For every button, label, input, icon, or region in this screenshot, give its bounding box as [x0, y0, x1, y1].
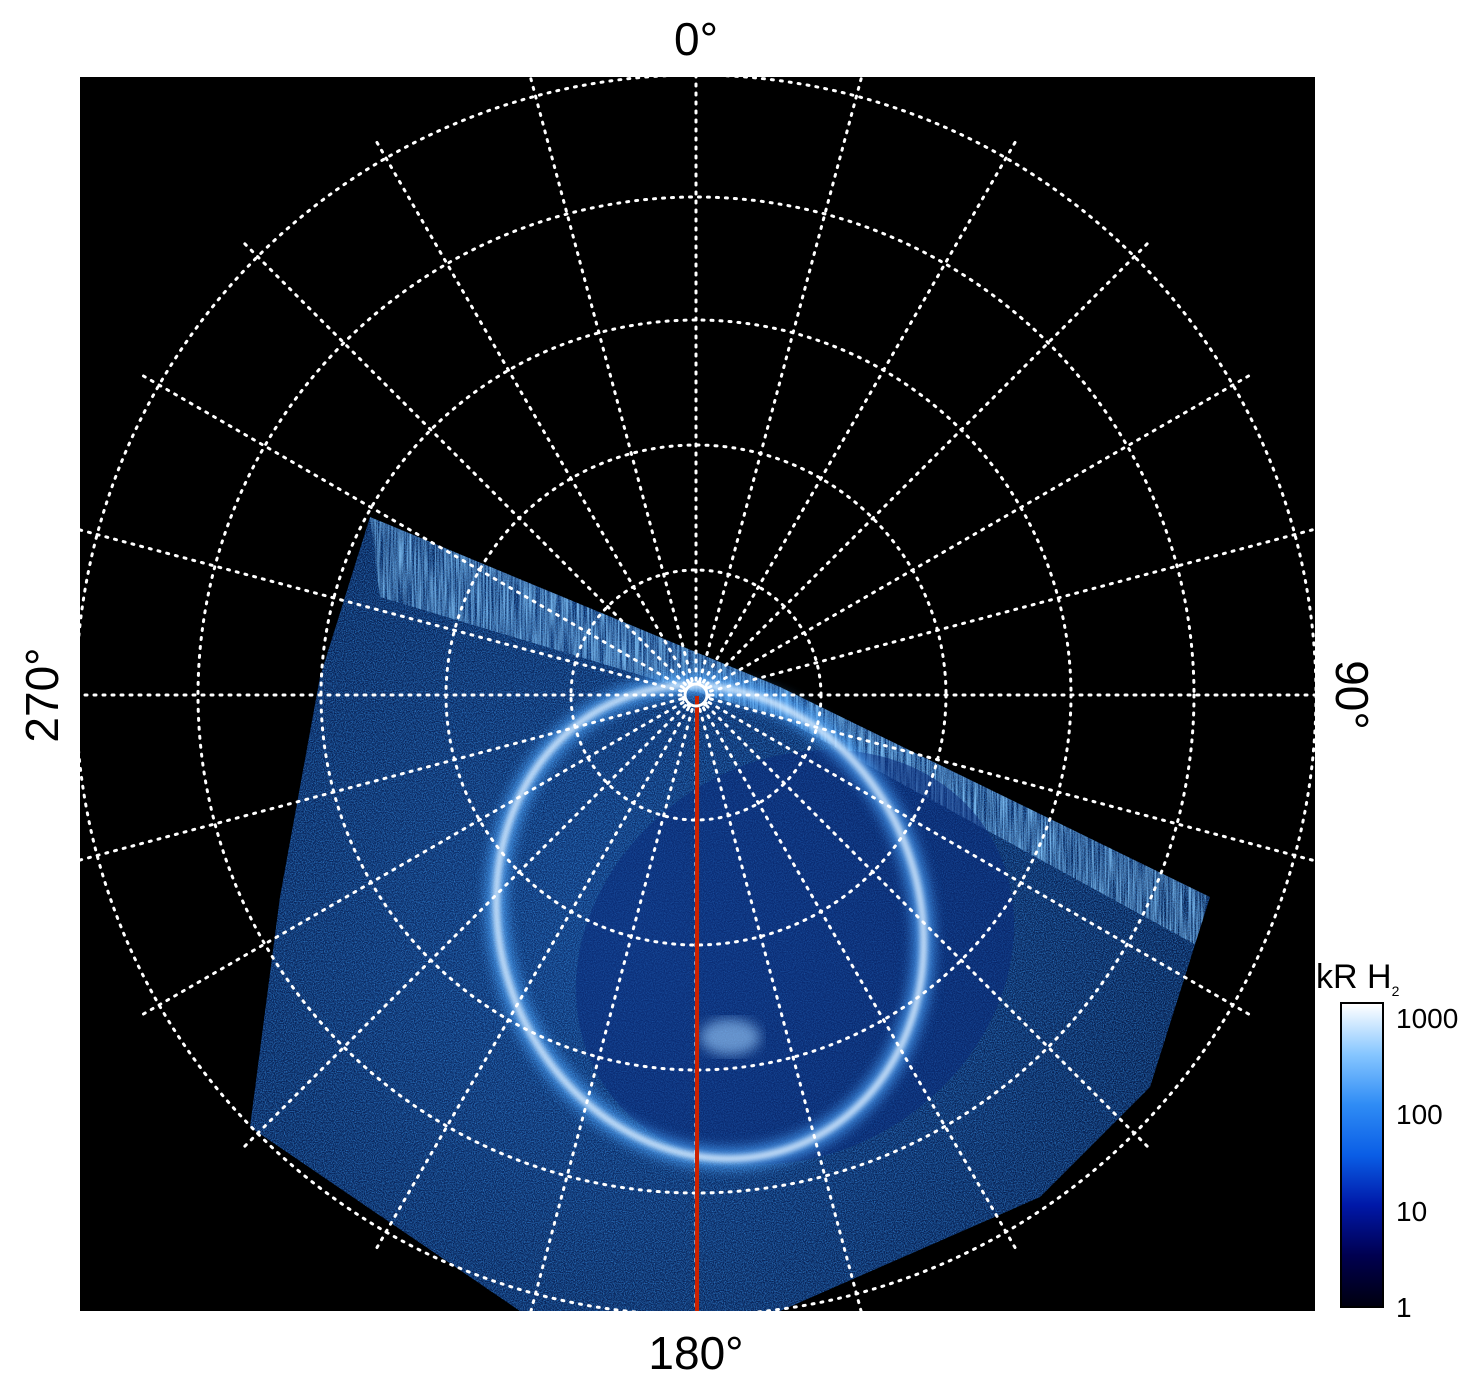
- longitude-meridian: [528, 77, 694, 683]
- longitude-meridian: [705, 704, 1151, 1150]
- colorbar-tick-label: 100: [1396, 1099, 1443, 1131]
- longitude-meridian: [241, 240, 687, 686]
- longitude-meridian: [374, 706, 690, 1251]
- main-auroral-oval: [485, 674, 935, 1170]
- longitude-meridian: [80, 528, 684, 693]
- polar-projection-plot: [80, 77, 1315, 1311]
- longitude-meridian: [708, 697, 1315, 863]
- longitude-meridian: [702, 706, 1018, 1251]
- longitude-meridian: [702, 139, 1018, 684]
- longitude-meridian: [241, 704, 687, 1150]
- colorbar: [1340, 1002, 1384, 1308]
- polar-emission-spot: [700, 1019, 760, 1055]
- colorbar-title-main: kR H: [1316, 958, 1392, 996]
- longitude-meridian: [529, 707, 694, 1311]
- longitude-meridian: [707, 373, 1252, 689]
- longitude-label-90: 90°: [1326, 660, 1378, 730]
- longitude-meridian: [707, 701, 1252, 1017]
- limb-streak-band: [370, 517, 1210, 947]
- polar-grid: [80, 77, 1315, 1311]
- longitude-meridian: [140, 701, 685, 1017]
- colorbar-title: kR H2: [1316, 958, 1399, 999]
- colorbar-tick-label: 1000: [1396, 1002, 1459, 1034]
- longitude-meridian: [140, 373, 685, 689]
- longitude-label-270: 270°: [16, 647, 68, 743]
- longitude-label-0: 0°: [674, 13, 718, 65]
- auroral-image-frame: [80, 77, 1315, 1311]
- colorbar-tick-label: 10: [1396, 1195, 1428, 1227]
- longitude-meridian: [80, 697, 684, 862]
- colorbar-title-subscript: 2: [1391, 982, 1400, 999]
- longitude-label-180: 180°: [648, 1327, 744, 1379]
- longitude-meridian: [698, 77, 864, 683]
- longitude-meridian: [708, 527, 1315, 693]
- colorbar-tick-label: 1: [1396, 1292, 1412, 1323]
- longitude-meridian: [698, 707, 863, 1311]
- longitude-meridian: [705, 240, 1151, 686]
- pole-marker: [683, 682, 709, 708]
- longitude-meridian: [374, 139, 690, 684]
